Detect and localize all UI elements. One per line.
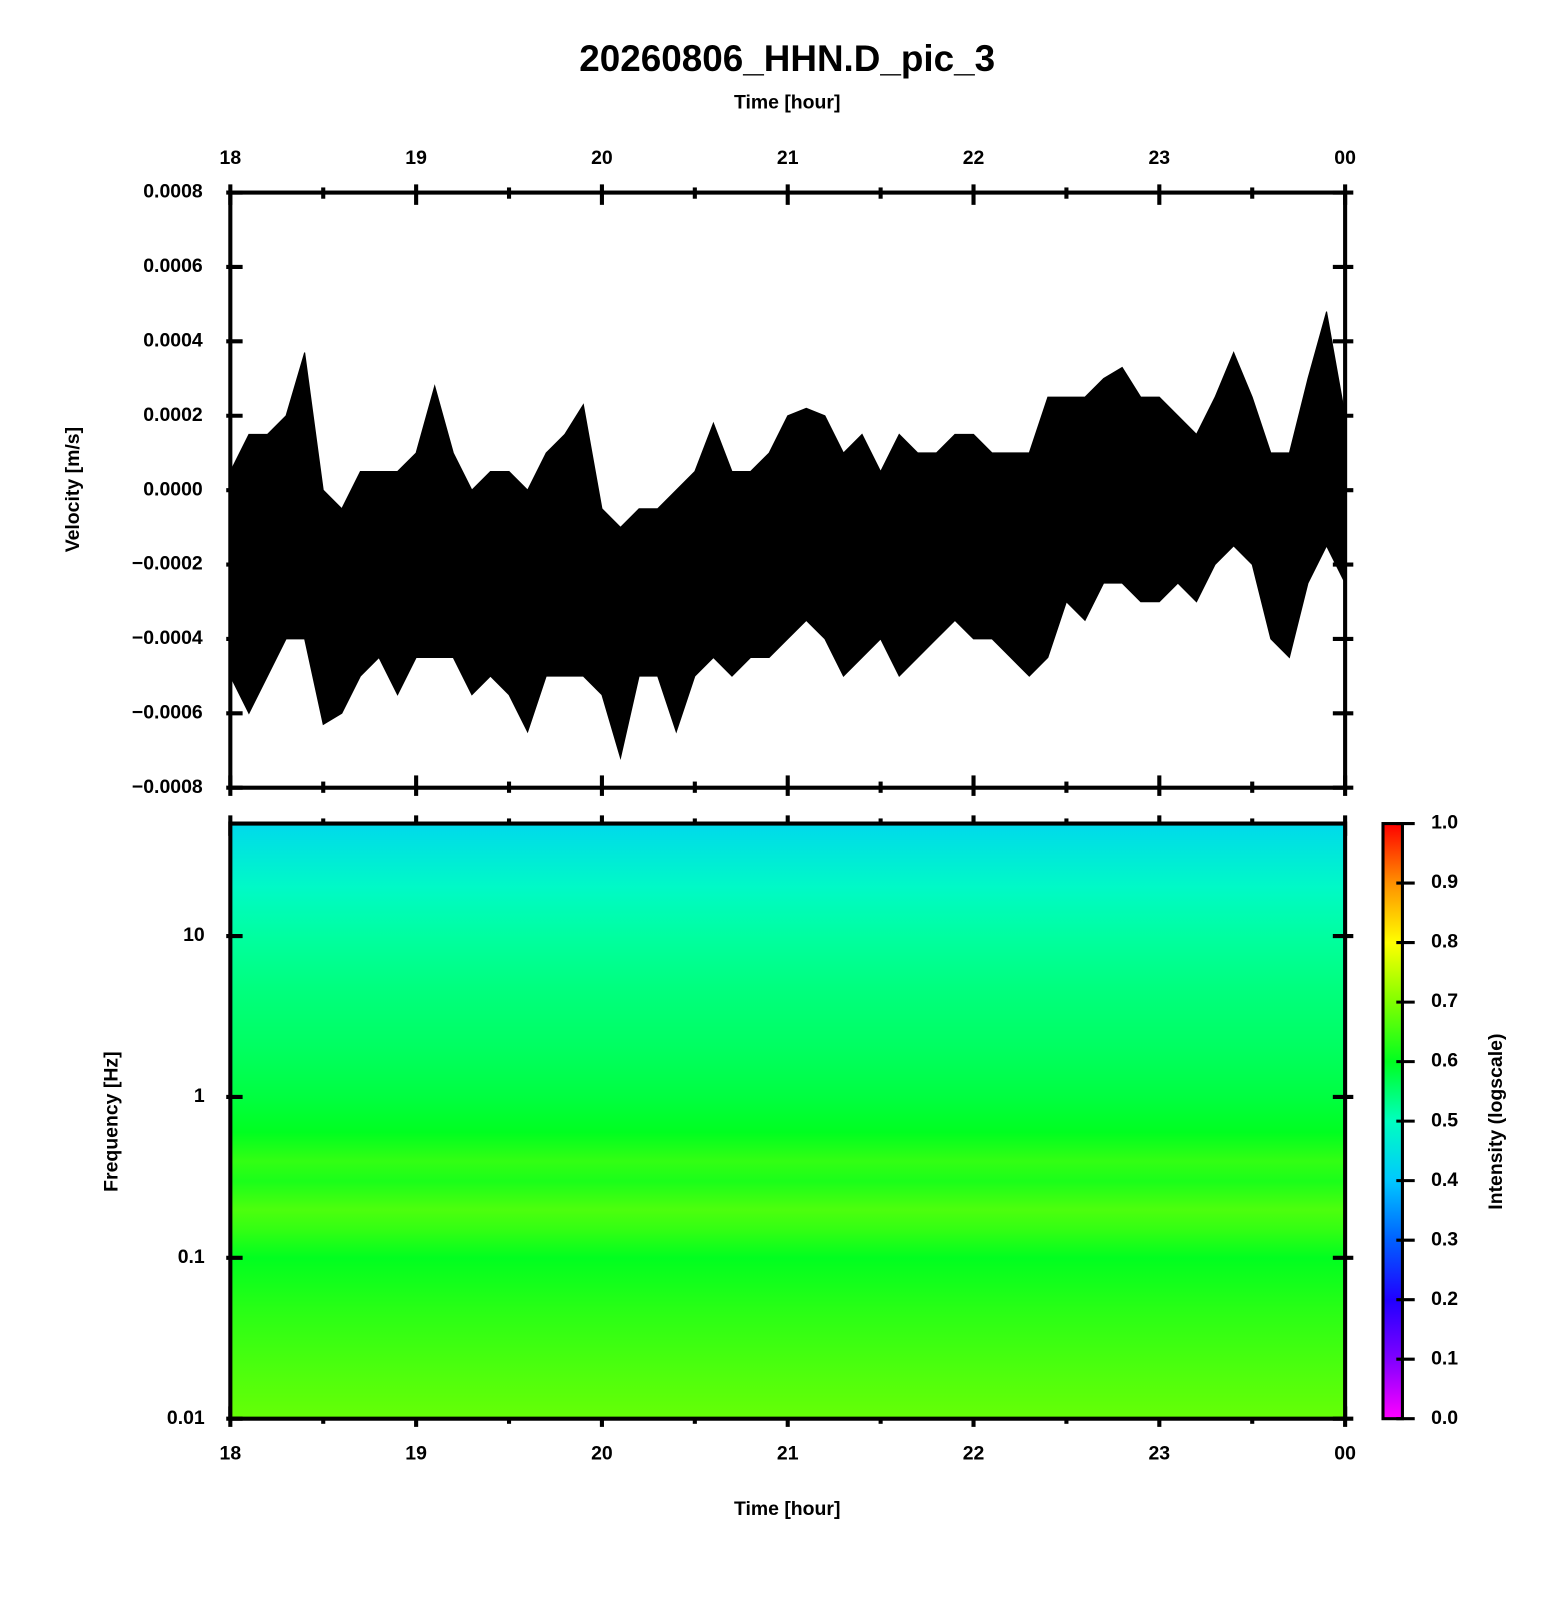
y-axis-label: Velocity [m/s] <box>62 427 84 552</box>
y-tick-label: 0.0002 <box>143 404 203 426</box>
spectrogram-band <box>230 1370 1346 1420</box>
velocity-envelope <box>229 311 1346 760</box>
x-tick-label: 22 <box>963 147 985 169</box>
spectrogram-band <box>230 887 1346 937</box>
x-axis-label: Time [hour] <box>734 1498 841 1520</box>
x-tick-label: 20 <box>591 147 613 169</box>
colorbar-tick-label: 1.0 <box>1431 812 1458 834</box>
x-tick-label: 21 <box>777 1443 799 1465</box>
y-tick-label: 0.0004 <box>143 329 203 351</box>
colorbar-tick-label: 0.2 <box>1431 1288 1458 1310</box>
colorbar-tick-label: 0.5 <box>1431 1109 1458 1131</box>
y-tick-label: −0.0006 <box>132 701 203 723</box>
y-tick-label: 0.1 <box>178 1246 205 1268</box>
y-tick-label: −0.0008 <box>132 776 203 798</box>
y-tick-label: 0.0008 <box>143 181 203 203</box>
x-tick-label: 20 <box>591 1443 613 1465</box>
colorbar-tick-label: 0.6 <box>1431 1050 1458 1072</box>
spectrogram-band <box>230 1048 1346 1098</box>
spectrogram-band <box>230 1132 1346 1162</box>
x-tick-label: 18 <box>220 1443 242 1465</box>
y-tick-label: 0.01 <box>167 1407 205 1429</box>
x-axis-label: Time [hour] <box>734 92 841 114</box>
x-tick-label: 00 <box>1334 147 1356 169</box>
y-tick-label: 0.0006 <box>143 255 203 277</box>
x-tick-label: 21 <box>777 147 799 169</box>
x-tick-label: 19 <box>405 147 427 169</box>
colorbar-tick-label: 0.8 <box>1431 931 1458 953</box>
plot-frame <box>228 821 1348 1421</box>
spectrogram-band <box>230 936 1346 985</box>
colorbar-label: Intensity (logscale) <box>1485 1034 1507 1210</box>
spectrogram-band <box>230 1096 1346 1134</box>
y-axis-label: Frequency [Hz] <box>101 1051 123 1191</box>
y-tick-label: −0.0002 <box>132 553 203 575</box>
spectrogram-band <box>230 1181 1346 1210</box>
spectrogram-band <box>230 1229 1346 1259</box>
colorbar-tick-label: 0.0 <box>1431 1407 1458 1429</box>
spectrogram-band <box>230 823 1346 889</box>
colorbar-tick-label: 0.7 <box>1431 990 1458 1012</box>
colorbar-tick-label: 0.4 <box>1431 1169 1458 1191</box>
x-tick-label: 22 <box>963 1443 985 1465</box>
colorbar-tick-label: 0.9 <box>1431 871 1458 893</box>
spectrogram-band <box>230 1257 1346 1307</box>
chart-title: 20260806_HHN.D_pic_3 <box>579 38 995 79</box>
colorbar-tick-label: 0.3 <box>1431 1228 1458 1250</box>
spectrogram-band <box>230 1160 1346 1182</box>
x-tick-label: 18 <box>220 147 242 169</box>
plot-frame <box>228 190 1348 790</box>
y-tick-label: 1 <box>194 1085 205 1107</box>
spectrogram-band <box>230 1209 1346 1230</box>
y-tick-label: 10 <box>183 924 205 946</box>
y-tick-label: 0.0000 <box>143 478 203 500</box>
y-tick-label: −0.0004 <box>132 627 203 649</box>
x-tick-label: 23 <box>1149 147 1171 169</box>
spectrogram-band <box>230 984 1346 1049</box>
x-tick-label: 23 <box>1149 1443 1171 1465</box>
colorbar-tick-label: 0.1 <box>1431 1347 1458 1369</box>
x-tick-label: 19 <box>405 1443 427 1465</box>
x-tick-label: 00 <box>1334 1443 1356 1465</box>
spectrogram-band <box>230 1306 1346 1371</box>
